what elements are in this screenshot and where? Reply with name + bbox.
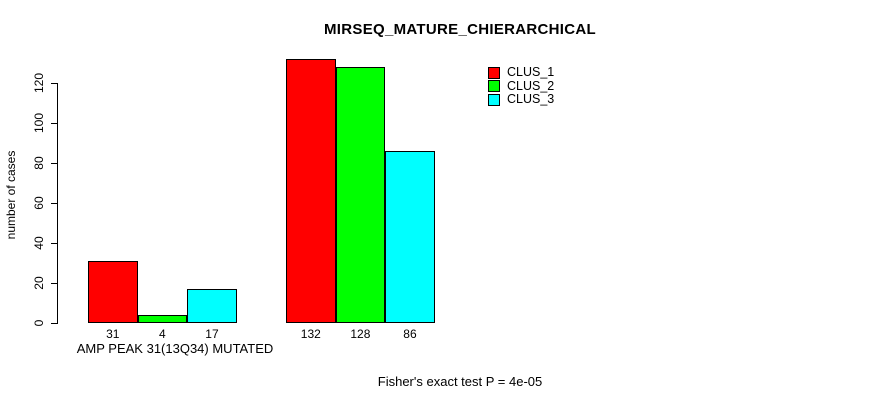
y-tick-label: 120 [32, 72, 46, 94]
chart-title: MIRSEQ_MATURE_CHIERARCHICAL [324, 21, 596, 38]
y-tick [51, 283, 57, 284]
y-tick-label: 60 [32, 196, 46, 210]
y-tick-label: 20 [32, 276, 46, 290]
legend-swatch-clus_3 [488, 93, 500, 106]
y-tick [51, 163, 57, 164]
legend: CLUS_1 CLUS_2 CLUS_3 [488, 66, 554, 107]
y-tick [51, 243, 57, 244]
bar-value-label: 128 [350, 327, 371, 341]
bar-clus_2-group1 [137, 315, 188, 323]
legend-item: CLUS_1 [488, 66, 554, 80]
legend-item: CLUS_3 [488, 93, 554, 107]
y-axis-label: number of cases [4, 150, 18, 240]
bar-value-label: 86 [403, 327, 417, 341]
y-tick-label: 80 [32, 156, 46, 170]
bar-clus_2-group2 [335, 67, 386, 323]
y-axis-line [57, 83, 58, 324]
bar-clus_3-group2 [385, 151, 435, 323]
bar-value-label: 17 [205, 327, 219, 341]
legend-label: CLUS_3 [507, 92, 555, 107]
y-tick [51, 123, 57, 124]
stat-test-footnote: Fisher's exact test P = 4e-05 [377, 374, 543, 389]
bar-value-label: 4 [159, 327, 166, 341]
legend-swatch-clus_2 [488, 80, 500, 93]
legend-swatch-clus_1 [488, 66, 500, 79]
bar-value-label: 132 [300, 327, 321, 341]
legend-label: CLUS_1 [507, 65, 555, 80]
y-tick-label: 0 [32, 319, 46, 327]
y-tick [51, 83, 57, 84]
y-tick-label: 100 [32, 112, 46, 134]
bar-clus_3-group1 [187, 289, 237, 323]
legend-item: CLUS_2 [488, 78, 555, 94]
bar-value-label: 31 [106, 327, 120, 341]
y-tick-label: 40 [32, 236, 46, 250]
bar-clus_1-group2 [286, 59, 336, 323]
group1-category-label: AMP PEAK 31(13Q34) MUTATED [76, 341, 274, 356]
y-tick [51, 323, 57, 324]
legend-label: CLUS_2 [507, 78, 555, 93]
bar-clus_1-group1 [88, 261, 138, 323]
y-tick [51, 203, 57, 204]
